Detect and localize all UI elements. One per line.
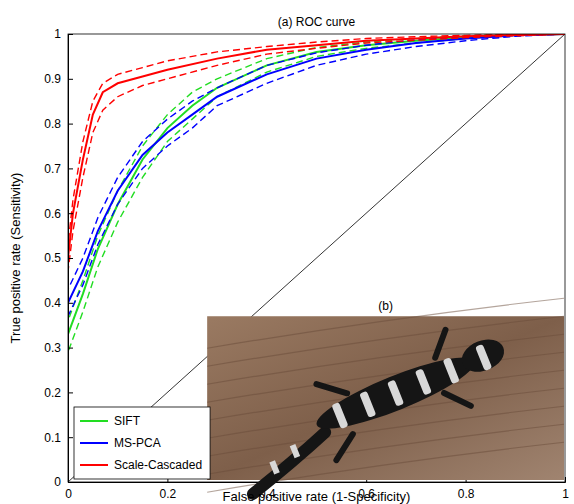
tick: 0.8 [44, 117, 73, 131]
salamander-band [359, 391, 376, 418]
tick: 0.9 [44, 72, 73, 86]
tick: 0.4 [44, 296, 73, 310]
legend-label: Scale-Cascaded [114, 458, 202, 472]
salamander-band [415, 368, 432, 395]
plot-area [68, 34, 565, 482]
roc-line [68, 34, 565, 482]
y-axis: 0 0.1 0.2 0.3 0.4 0.5 0.6 0.7 0.8 0.9 1 [44, 27, 73, 489]
tick-label: 0.3 [44, 341, 61, 355]
tick-mark [68, 437, 73, 438]
wood-grain [207, 424, 564, 474]
tick-mark [68, 258, 73, 259]
inset-background [207, 316, 564, 480]
salamander-tail [242, 432, 337, 494]
tick-mark [68, 168, 73, 169]
tick-mark [68, 34, 73, 35]
x-axis-title: False positive rate (1-Specificity) [223, 489, 411, 504]
legend: SIFT MS-PCA Scale-Cascaded [74, 407, 210, 479]
confidence-upper [68, 34, 565, 482]
salamander [223, 312, 519, 494]
salamander-band [475, 344, 492, 371]
tick-mark [68, 392, 73, 393]
tick: 0 [54, 475, 73, 489]
salamander-head [457, 334, 509, 378]
roc-line [68, 34, 565, 482]
tick-mark [68, 482, 73, 483]
tick-label: 0.2 [44, 386, 61, 400]
legend-swatch [80, 420, 108, 422]
tick: 0.2 [44, 386, 73, 400]
tick-label: 0.2 [160, 487, 177, 501]
tick: 0.8 [458, 477, 475, 501]
confidence-lower [68, 34, 565, 482]
tick-label: 0.5 [44, 251, 61, 265]
tick-label: 0 [65, 487, 72, 501]
tick-label: 0.8 [458, 487, 475, 501]
salamander-band [387, 380, 404, 407]
salamander-band [290, 444, 300, 458]
legend-label: SIFT [114, 414, 141, 428]
tick: 0.2 [160, 477, 177, 501]
legend-swatch [80, 464, 108, 466]
tick-label: 0.7 [44, 162, 61, 176]
axis-line [69, 35, 74, 483]
confidence-lower [68, 34, 565, 482]
tick-mark [68, 213, 73, 214]
tick: 1 [54, 27, 73, 41]
confidence-upper [68, 34, 565, 482]
legend-swatch [80, 442, 108, 444]
tick-mark [68, 124, 73, 125]
salamander-band [269, 460, 279, 474]
legend-label: MS-PCA [114, 436, 161, 450]
tick: 0.6 [44, 207, 73, 221]
salamander-leg [316, 375, 347, 403]
tick-label: 1 [562, 487, 569, 501]
chart-title: (a) ROC curve [278, 15, 356, 29]
inset-image [207, 298, 564, 494]
tick-label: 0.6 [44, 207, 61, 221]
salamander-body [310, 346, 480, 441]
tick-mark [68, 79, 73, 80]
salamander-band [331, 402, 348, 429]
salamander-leg [444, 385, 471, 413]
tick: 0.7 [44, 162, 73, 176]
tick-mark [68, 303, 73, 304]
plot-background [68, 34, 565, 482]
salamander-leg [427, 330, 454, 358]
legend-box [74, 407, 210, 479]
tick-mark [68, 348, 73, 349]
inset-label: (b) [378, 299, 393, 313]
tick-label: 0.4 [44, 296, 61, 310]
confidence-upper [68, 34, 565, 482]
diagonal-line [68, 34, 565, 482]
tick-label: 0.1 [44, 431, 61, 445]
plot-frame [68, 34, 565, 482]
tick: 1 [562, 477, 569, 501]
tick-label: 0.8 [44, 117, 61, 131]
salamander-leg [330, 434, 360, 460]
tick-label: 0 [54, 475, 61, 489]
tick-mark [565, 477, 566, 482]
roc-line [68, 34, 565, 482]
confidence-lower [68, 34, 565, 482]
y-axis-title: True positive rate (Sensitivity) [8, 173, 23, 344]
tick: 0.5 [44, 251, 73, 265]
salamander-band [443, 357, 460, 384]
tick: 0.1 [44, 431, 73, 445]
tick: 0.3 [44, 341, 73, 355]
tick-label: 0.9 [44, 72, 61, 86]
tick-label: 1 [54, 27, 61, 41]
chart: 00.20.40.60.8100.10.20.30.40.50.60.70.80… [0, 0, 574, 504]
